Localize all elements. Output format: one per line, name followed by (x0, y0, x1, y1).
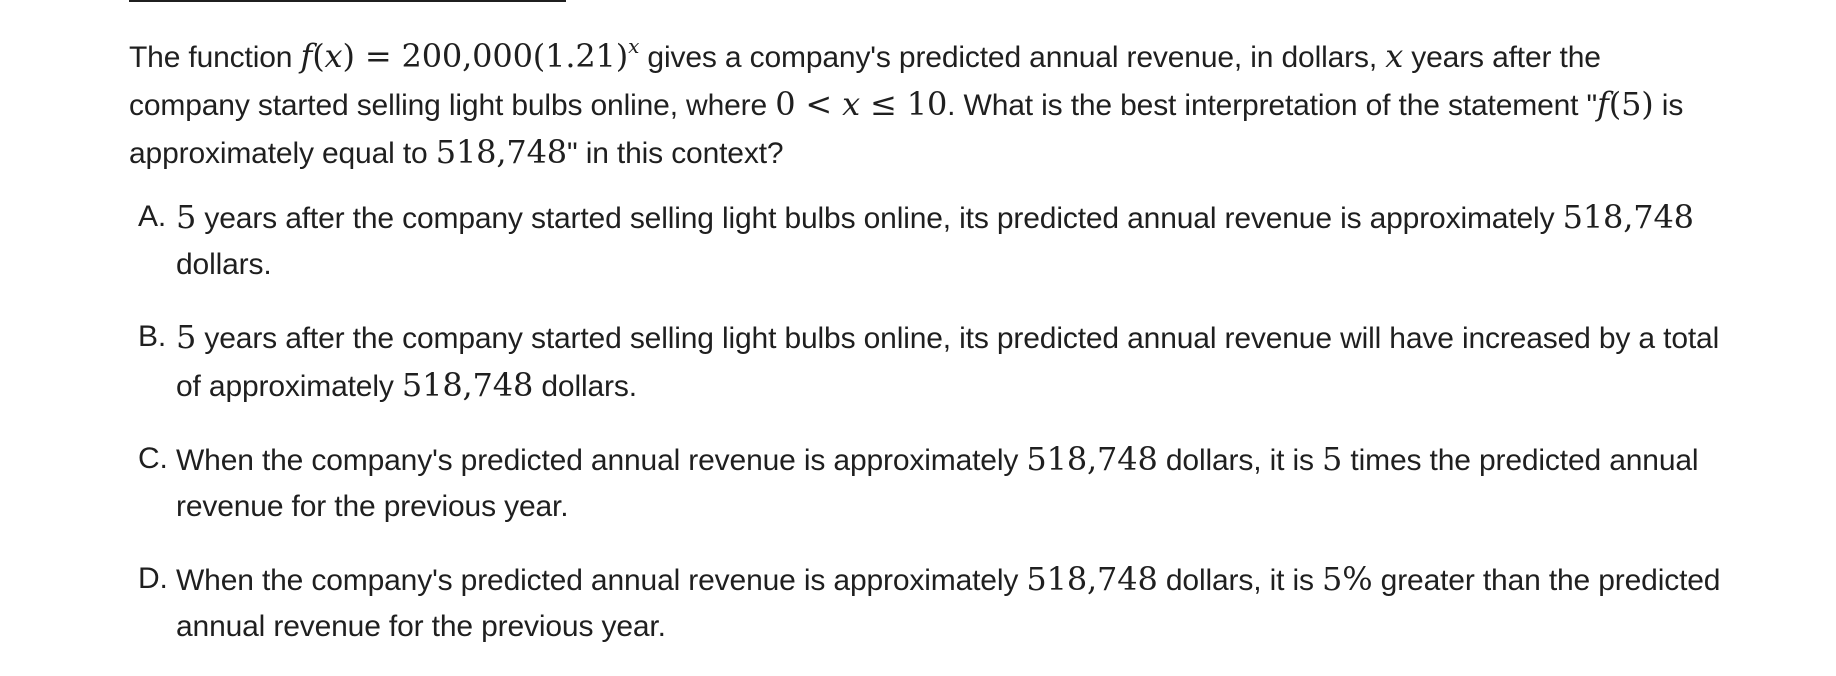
variable-x: x (1385, 37, 1404, 75)
question-text: . What is the best interpretation of the… (947, 89, 1598, 122)
function-expression: f(x) = 200,000(1.21) (300, 37, 629, 75)
f-of-5: f(5) (1597, 85, 1654, 123)
choice-a[interactable]: A. 5 years after the company started sel… (138, 194, 1738, 288)
choice-letter: A. (138, 200, 167, 233)
choice-text: 5 years after the company started sellin… (176, 198, 1694, 281)
top-divider (129, 0, 566, 2)
question-text: is approximately equal to (129, 89, 1684, 170)
question-text: gives a company's predicted annual reven… (639, 41, 1386, 74)
question-stem: The function f(x) = 200,000(1.21)x gives… (129, 33, 1729, 177)
domain-inequality: 0 < x ≤ 10 (775, 85, 948, 123)
choice-text: When the company's predicted annual reve… (176, 560, 1721, 643)
question-text: " in this context? (567, 137, 784, 170)
choice-letter: D. (138, 562, 168, 595)
choice-text: 5 years after the company started sellin… (176, 318, 1720, 404)
value-518748: 518,748 (435, 133, 568, 171)
choice-letter: B. (138, 320, 167, 353)
question-text: years after the company started selling … (129, 41, 1601, 122)
choice-text: When the company's predicted annual reve… (176, 440, 1699, 523)
question-text: The function (129, 41, 301, 74)
choice-b[interactable]: B. 5 years after the company started sel… (138, 314, 1738, 410)
choice-letter: C. (138, 442, 168, 475)
choice-d[interactable]: D. When the company's predicted annual r… (138, 556, 1738, 650)
exponent: x (628, 34, 640, 58)
choice-c[interactable]: C. When the company's predicted annual r… (138, 436, 1738, 530)
answer-choices: A. 5 years after the company started sel… (138, 194, 1738, 676)
